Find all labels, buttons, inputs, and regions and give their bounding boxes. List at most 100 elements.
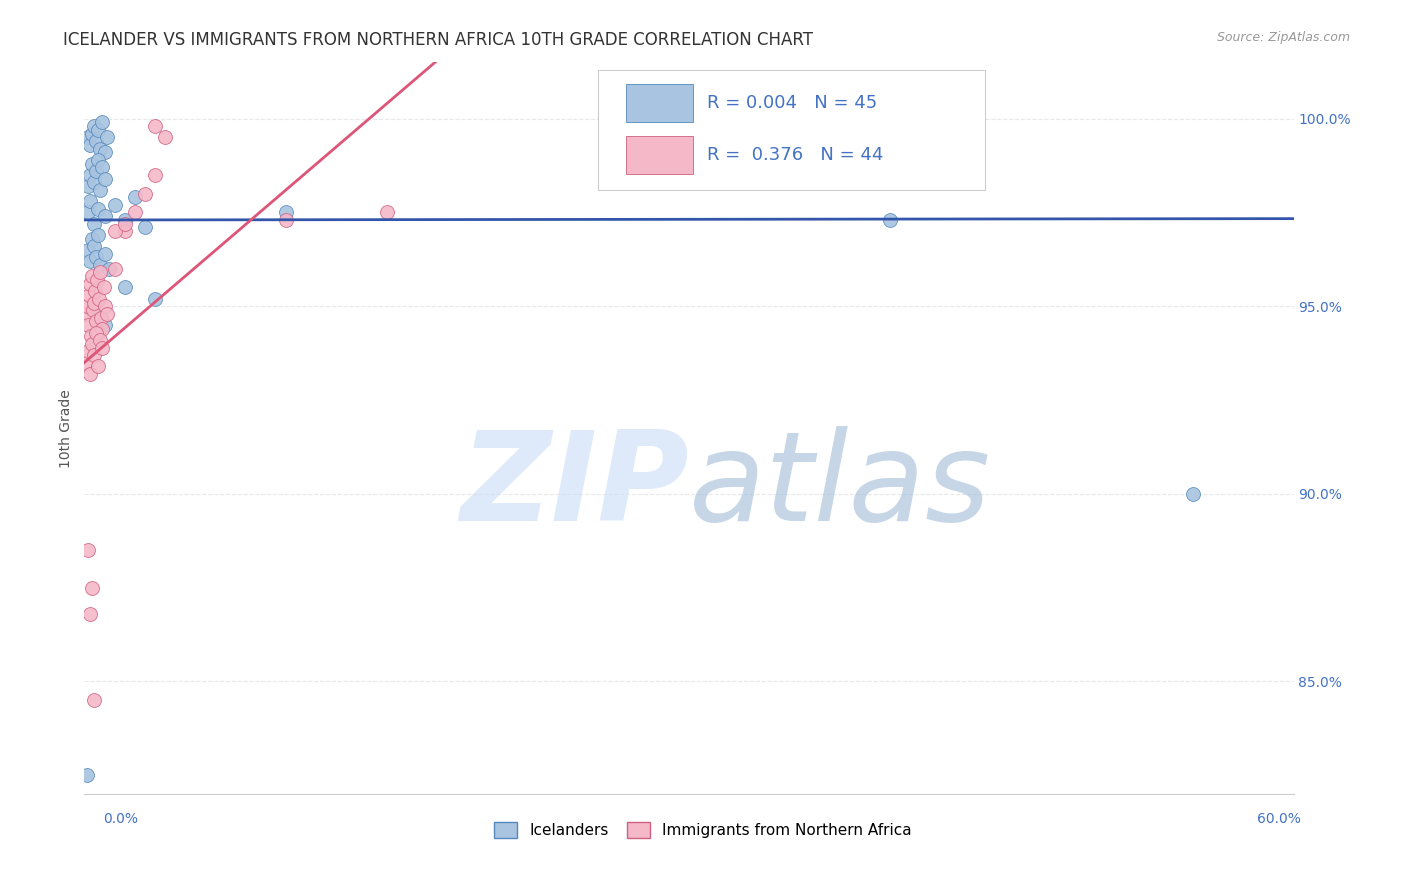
Point: [76, 768, 98, 782]
Point: [90, 310, 112, 325]
Point: [93, 280, 115, 294]
Bar: [626, 85, 693, 122]
FancyBboxPatch shape: [599, 70, 986, 191]
Point: [375, 205, 398, 219]
Legend: Icelanders, Immigrants from Northern Africa: Icelanders, Immigrants from Northern Afr…: [488, 816, 918, 844]
Point: [86, 314, 108, 328]
Point: [82, 581, 104, 595]
Point: [89, 142, 111, 156]
Bar: [626, 136, 693, 174]
Point: [83, 217, 105, 231]
Point: [93, 209, 115, 223]
Point: [84, 285, 107, 299]
Point: [114, 224, 136, 238]
Point: [77, 179, 100, 194]
Point: [124, 190, 146, 204]
Point: [89, 258, 111, 272]
Point: [89, 265, 111, 279]
Point: [76, 299, 98, 313]
Text: ICELANDER VS IMMIGRANTS FROM NORTHERN AFRICA 10TH GRADE CORRELATION CHART: ICELANDER VS IMMIGRANTS FROM NORTHERN AF…: [63, 31, 813, 49]
Point: [86, 251, 108, 265]
Point: [153, 130, 176, 145]
Point: [96, 307, 118, 321]
Point: [93, 299, 115, 313]
Point: [104, 224, 127, 238]
Point: [143, 292, 166, 306]
Point: [83, 295, 105, 310]
Point: [79, 367, 101, 381]
Point: [87, 359, 110, 374]
Point: [83, 299, 105, 313]
Point: [91, 115, 114, 129]
Point: [89, 183, 111, 197]
Point: [77, 318, 100, 332]
Point: [93, 318, 115, 332]
Point: [91, 322, 114, 336]
Text: ZIP: ZIP: [460, 426, 689, 547]
Point: [143, 168, 166, 182]
Point: [83, 239, 105, 253]
Point: [134, 186, 156, 201]
Text: 0.0%: 0.0%: [103, 813, 138, 826]
Point: [91, 161, 114, 175]
Point: [86, 273, 108, 287]
Point: [89, 292, 111, 306]
Point: [86, 134, 108, 148]
Point: [134, 220, 156, 235]
Text: R = 0.004   N = 45: R = 0.004 N = 45: [707, 95, 877, 112]
Point: [82, 127, 104, 141]
Point: [91, 341, 114, 355]
Point: [87, 153, 110, 167]
Point: [104, 198, 127, 212]
Point: [79, 138, 101, 153]
Point: [87, 202, 110, 216]
Point: [114, 217, 136, 231]
Point: [82, 157, 104, 171]
Point: [77, 344, 100, 359]
Point: [93, 171, 115, 186]
Point: [77, 205, 100, 219]
Point: [86, 326, 108, 340]
Point: [75, 355, 97, 369]
Point: [79, 277, 101, 291]
Point: [75, 307, 97, 321]
Point: [87, 326, 110, 340]
Point: [143, 119, 166, 133]
Point: [83, 176, 105, 190]
Point: [879, 213, 901, 227]
Point: [79, 194, 101, 209]
Point: [83, 693, 105, 707]
Point: [93, 246, 115, 260]
Text: Source: ZipAtlas.com: Source: ZipAtlas.com: [1216, 31, 1350, 45]
Text: R =  0.376   N = 44: R = 0.376 N = 44: [707, 145, 883, 163]
Point: [83, 348, 105, 362]
Point: [82, 303, 104, 318]
Point: [86, 164, 108, 178]
Point: [274, 213, 297, 227]
Point: [124, 205, 146, 219]
Point: [77, 543, 100, 558]
Point: [114, 213, 136, 227]
Point: [80, 329, 103, 343]
Point: [97, 261, 120, 276]
Point: [82, 232, 104, 246]
Point: [93, 145, 115, 160]
Point: [77, 243, 100, 257]
Point: [82, 269, 104, 284]
Point: [79, 168, 101, 182]
Point: [79, 288, 101, 302]
Point: [83, 119, 105, 133]
Point: [104, 261, 127, 276]
Point: [1181, 487, 1204, 501]
Point: [87, 123, 110, 137]
Point: [96, 130, 118, 145]
Point: [82, 336, 104, 351]
Text: atlas: atlas: [689, 426, 991, 547]
Point: [114, 280, 136, 294]
Point: [77, 130, 100, 145]
Point: [274, 205, 297, 219]
Y-axis label: 10th Grade: 10th Grade: [59, 389, 73, 467]
Point: [89, 333, 111, 347]
Point: [87, 227, 110, 242]
Text: 60.0%: 60.0%: [1257, 813, 1301, 826]
